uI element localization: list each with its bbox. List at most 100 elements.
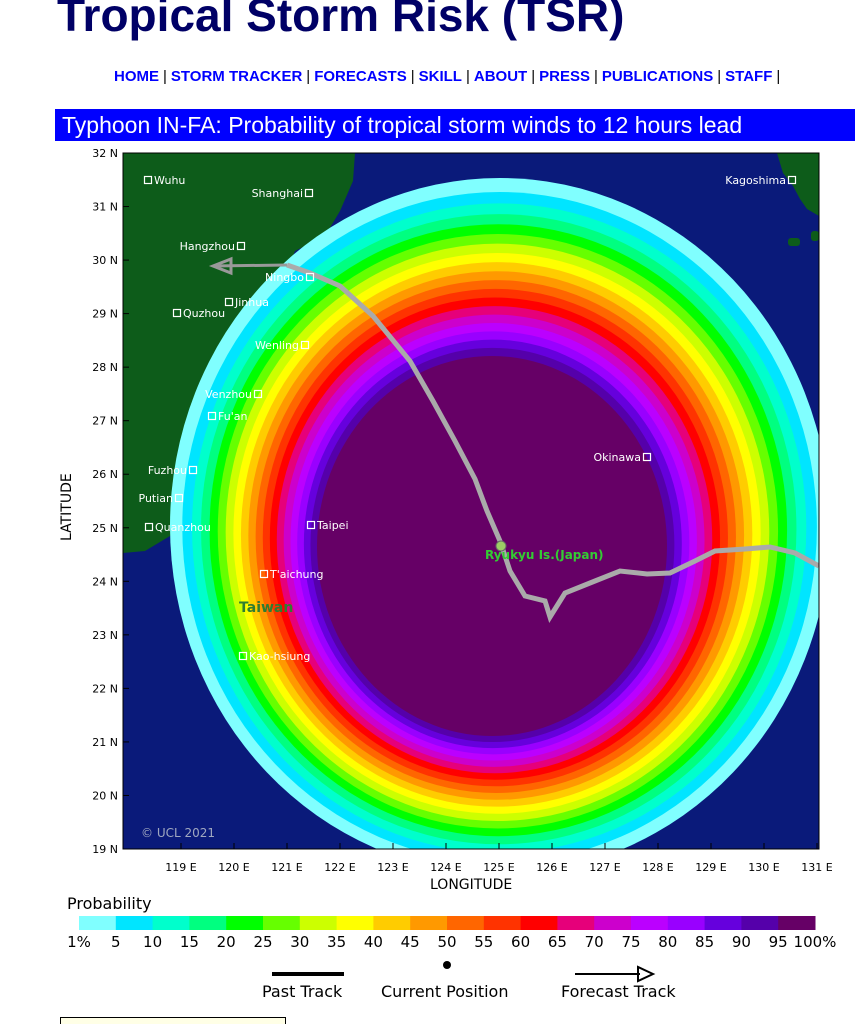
- nav-publications-link[interactable]: PUBLICATIONS: [601, 68, 714, 85]
- city-marker: [224, 297, 234, 307]
- legend-swatch: [778, 916, 816, 930]
- city-marker: [300, 340, 310, 350]
- legend-label: 60: [511, 933, 530, 951]
- nav-staff-link[interactable]: STAFF: [725, 68, 773, 85]
- lat-tick-label: 27 N: [92, 415, 118, 428]
- city-label: Quanzhou: [155, 521, 211, 534]
- city-label: Wuhu: [154, 174, 185, 187]
- storm-probability-map: 32 N 31 N 30 N 29 N 28 N 27 N 26 N 25 N 24 N 23 N…: [55, 141, 855, 901]
- info-box: [60, 1017, 286, 1024]
- legend-label: 70: [585, 933, 604, 951]
- lon-tick-label: 128 E: [642, 861, 673, 874]
- lat-tick-label: 20 N: [92, 789, 118, 802]
- small-island: [811, 231, 819, 241]
- legend-swatch: [226, 916, 264, 930]
- legend-label: 50: [437, 933, 456, 951]
- nav-separator: |: [593, 68, 598, 85]
- nav-forecasts-link[interactable]: FORECASTS: [314, 68, 407, 85]
- lat-tick-label: 31 N: [92, 201, 118, 214]
- legend-label: 10: [143, 933, 162, 951]
- lat-tick-label: 19 N: [92, 843, 118, 856]
- lon-tick-label: 131 E: [801, 861, 832, 874]
- legend-label: 85: [695, 933, 714, 951]
- legend-label: 100%: [794, 933, 837, 951]
- legend-label: 45: [401, 933, 420, 951]
- lon-tick-label: 125 E: [483, 861, 514, 874]
- nav-separator: |: [776, 68, 781, 85]
- city-label: Putian: [139, 492, 174, 505]
- lon-tick-label: 120 E: [218, 861, 249, 874]
- lat-tick-label: 29 N: [92, 308, 118, 321]
- legend-label: 1%: [67, 933, 91, 951]
- legend-swatch: [704, 916, 742, 930]
- city-marker: [253, 389, 263, 399]
- latitude-axis-label: LATITUDE: [59, 473, 75, 541]
- legend-label: 25: [253, 933, 272, 951]
- nav-storm-tracker-link[interactable]: STORM TRACKER: [170, 68, 303, 85]
- legend-label: 20: [217, 933, 236, 951]
- lat-tick-label: 30 N: [92, 254, 118, 267]
- city-marker: [305, 272, 315, 282]
- city-marker: [143, 175, 153, 185]
- legend-swatch: [594, 916, 632, 930]
- nav-about-link[interactable]: ABOUT: [473, 68, 528, 85]
- map-legend: Probability 1% 5 10 15 20 25 30 35 40 45 50 55 60 65 7…: [0, 890, 855, 1010]
- legend-swatch: [336, 916, 374, 930]
- plot-frame: [122, 152, 820, 850]
- legend-label: 55: [474, 933, 493, 951]
- copyright-text: © UCL 2021: [141, 826, 215, 840]
- forecast-track-label: Forecast Track: [561, 982, 676, 1001]
- main-nav: HOME | STORM TRACKER | FORECASTS | SKILL | ABOUT…: [114, 68, 784, 85]
- city-label: Kagoshima: [725, 174, 786, 187]
- forecast-track-arrow-symbol: [637, 965, 656, 983]
- legend-swatch: [79, 916, 117, 930]
- city-label: T'aichung: [269, 568, 324, 581]
- small-island: [788, 238, 800, 246]
- city-label: Venzhou: [205, 388, 252, 401]
- legend-swatch: [483, 916, 522, 930]
- legend-title: Probability: [67, 894, 152, 913]
- nav-separator: |: [410, 68, 415, 85]
- city-label: Quzhou: [183, 307, 225, 320]
- city-marker: [306, 520, 316, 530]
- lat-tick-label: 28 N: [92, 361, 118, 374]
- lat-tick-label: 23 N: [92, 629, 118, 642]
- lat-tick-label: 25 N: [92, 522, 118, 535]
- nav-home-link[interactable]: HOME: [114, 68, 159, 85]
- legend-label: 5: [111, 933, 121, 951]
- kyushu-land: [777, 153, 819, 216]
- nav-separator: |: [717, 68, 722, 85]
- city-marker: [259, 569, 269, 579]
- nav-skill-link[interactable]: SKILL: [418, 68, 462, 85]
- nav-press-link[interactable]: PRESS: [539, 68, 590, 85]
- probability-ring: [317, 356, 667, 736]
- past-track-line: [286, 262, 819, 623]
- forecast-track-arrowhead: [208, 256, 233, 276]
- city-marker: [144, 522, 154, 532]
- legend-label: 95: [769, 933, 788, 951]
- region-label-taiwan: Taiwan: [239, 600, 293, 616]
- lat-tick-label: 21 N: [92, 736, 118, 749]
- region-label-ryukyu: Ryukyu Is.(Japan): [485, 548, 604, 562]
- legend-swatch: [152, 916, 190, 930]
- city-marker: [238, 651, 248, 661]
- city-marker: [236, 241, 246, 251]
- lon-tick-label: 123 E: [377, 861, 408, 874]
- lon-tick-label: 121 E: [271, 861, 302, 874]
- past-track-label: Past Track: [262, 982, 343, 1001]
- map-heading: Typhoon IN-FA: Probability of tropical s…: [55, 109, 855, 141]
- city-marker: [787, 175, 797, 185]
- legend-label: 75: [621, 933, 640, 951]
- city-marker: [642, 452, 652, 462]
- legend-swatch: [631, 916, 669, 930]
- current-position-marker: [495, 540, 507, 552]
- forecast-track-line: [212, 263, 288, 268]
- legend-label: 15: [180, 933, 199, 951]
- city-label: Okinawa: [593, 451, 641, 464]
- city-label: Hangzhou: [180, 240, 235, 253]
- lat-tick-label: 22 N: [92, 682, 118, 695]
- city-label: Fu'an: [218, 410, 247, 423]
- current-position-symbol: [443, 961, 451, 969]
- lon-tick-label: 127 E: [589, 861, 620, 874]
- legend-swatch: [373, 916, 411, 930]
